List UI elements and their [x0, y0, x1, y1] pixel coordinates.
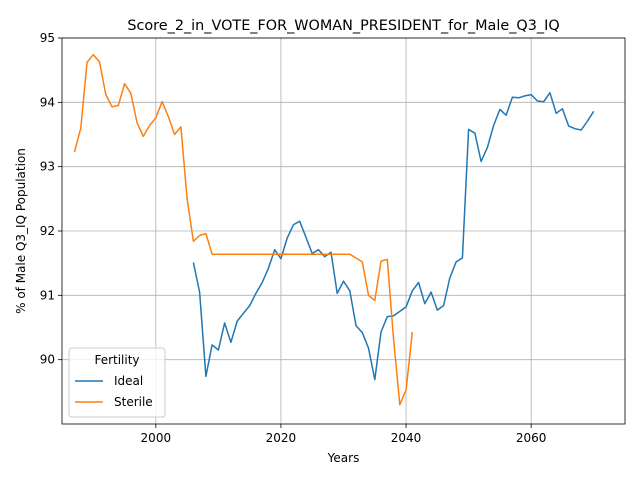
chart-title: Score_2_in_VOTE_FOR_WOMAN_PRESIDENT_for_…: [127, 18, 559, 34]
y-axis-ticks: 90 91 92 93 94 95: [40, 31, 62, 367]
y-axis-label: % of Male Q3_IQ Population: [14, 148, 28, 314]
x-tick-label: 2040: [391, 431, 422, 445]
y-tick-label: 90: [40, 353, 55, 367]
legend-box: [68, 347, 166, 418]
legend-title: Fertility: [94, 353, 139, 367]
y-tick-label: 95: [40, 31, 55, 45]
legend-label-ideal: Ideal: [114, 374, 143, 388]
series-line-sterile: [73, 53, 414, 406]
series-lines: [73, 53, 595, 406]
x-axis-label: Years: [327, 451, 360, 465]
y-tick-label: 91: [40, 288, 55, 302]
x-tick-label: 2000: [141, 431, 172, 445]
x-axis-ticks: 2000 2020 2040 2060: [141, 424, 547, 445]
x-tick-label: 2020: [266, 431, 297, 445]
series-line-ideal: [192, 91, 595, 381]
y-tick-label: 94: [40, 95, 55, 109]
y-tick-label: 93: [40, 160, 55, 174]
legend-label-sterile: Sterile: [114, 395, 153, 409]
legend: Fertility Ideal Sterile: [68, 347, 166, 418]
y-tick-label: 92: [40, 224, 55, 238]
x-tick-label: 2060: [516, 431, 547, 445]
